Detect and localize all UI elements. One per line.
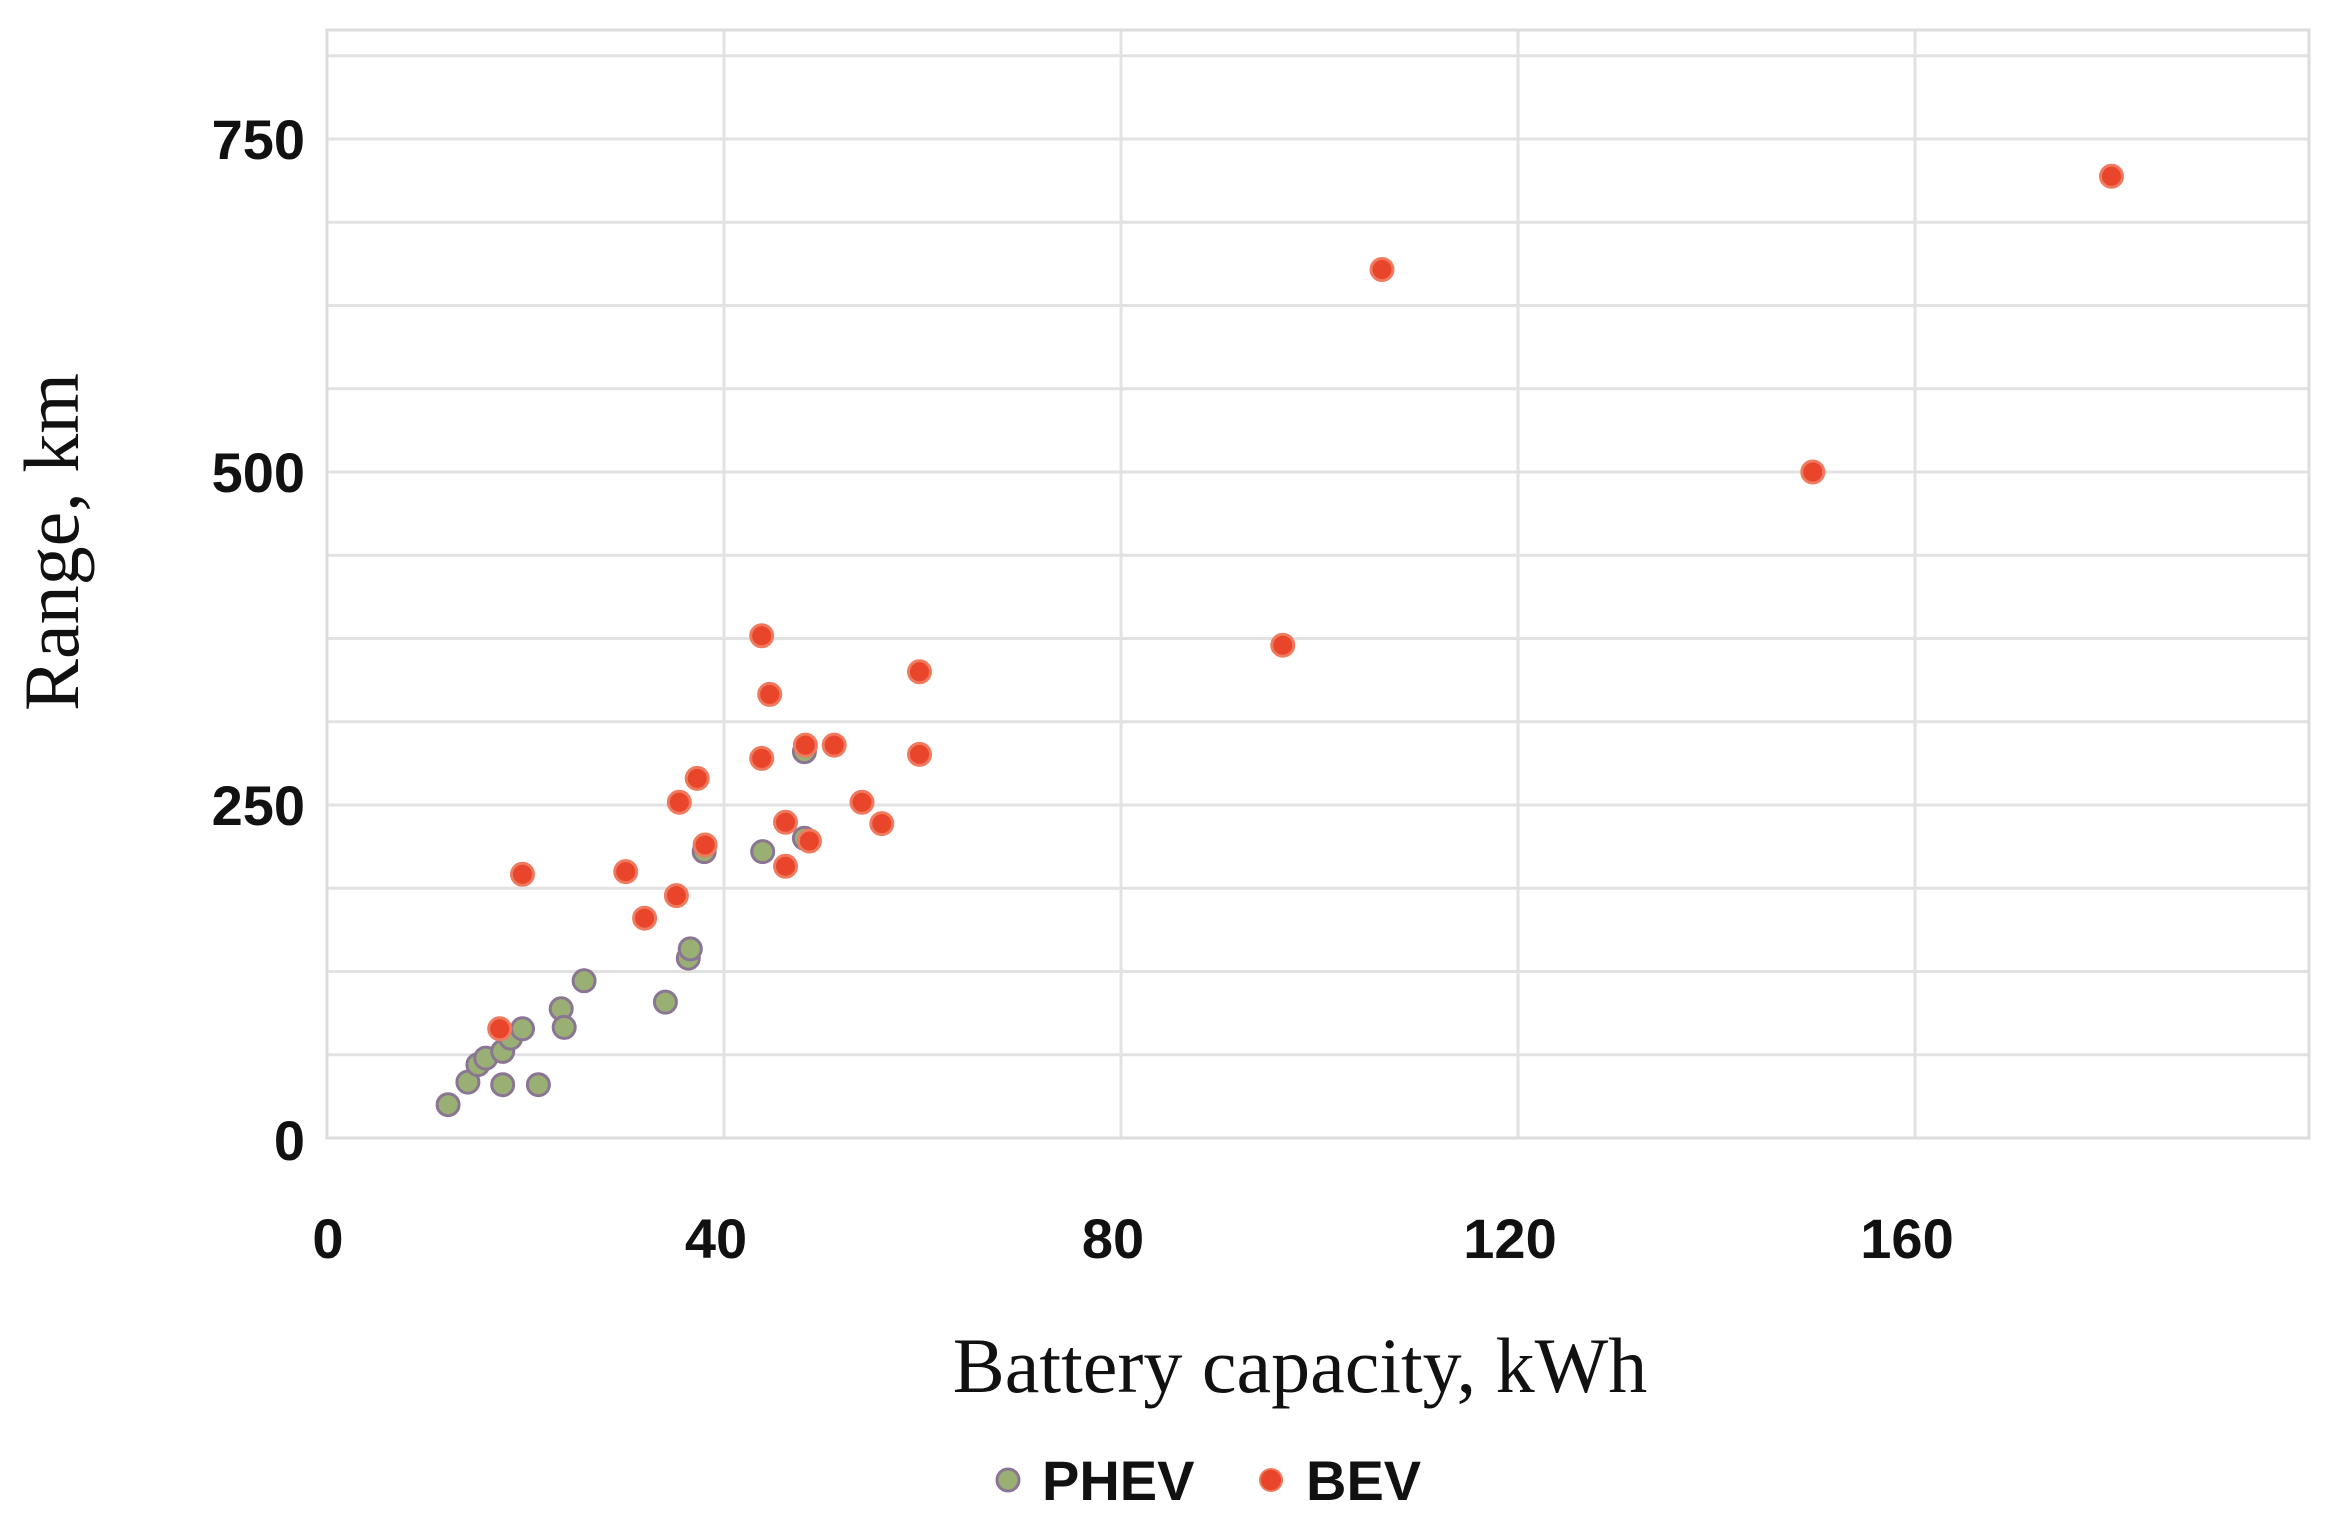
x-tick-label: 0 [312,1207,343,1270]
data-point-phev [652,989,678,1015]
data-point-bev [1800,459,1826,485]
x-tick-label: 160 [1860,1207,1953,1270]
x-tick-label: 80 [1082,1207,1144,1270]
y-axis-title: Range, km [8,373,95,711]
data-point-bev [749,745,775,771]
data-point-bev [1270,632,1296,658]
y-tick-label: 500 [212,441,305,504]
legend-marker-bev [1259,1468,1283,1492]
data-point-phev [525,1072,551,1098]
data-point-bev [692,832,718,858]
data-point-bev [684,765,710,791]
y-tick-label: 750 [212,108,305,171]
data-point-bev [757,681,783,707]
data-point-bev [632,905,658,931]
grid [327,30,2309,1140]
data-point-bev [907,741,932,767]
legend: PHEV BEV [995,1449,1421,1512]
data-point-phev [551,1014,577,1040]
data-point-bev [1369,257,1395,282]
data-point-bev [666,789,692,815]
data-point-bev [613,859,639,885]
plot-frame [325,28,2311,1140]
data-point-bev [749,623,775,649]
data-point-bev [773,853,798,879]
x-tick-label: 40 [685,1207,747,1270]
data-point-bev [869,811,895,837]
data-point-bev [510,861,535,887]
data-point-bev [849,789,875,815]
data-point-phev [510,1016,535,1042]
data-point-phev [490,1072,516,1098]
legend-label-phev: PHEV [1042,1449,1195,1512]
data-point-bev [773,809,798,835]
data-point-bev [792,732,818,758]
x-tick-label: 120 [1463,1207,1556,1270]
data-point-phev [571,968,597,994]
data-points [435,163,2124,1118]
data-point-bev [821,732,847,758]
data-point-bev [663,883,689,909]
y-tick-label: 250 [212,774,305,837]
data-point-bev [907,659,932,685]
data-point-phev [677,936,703,962]
legend-marker-phev [995,1467,1021,1493]
data-point-bev [2099,163,2124,189]
y-tick-label: 0 [274,1109,305,1172]
data-point-phev [435,1092,461,1118]
x-axis-title: Battery capacity, kWh [953,1322,1647,1409]
data-point-bev [796,828,822,854]
data-point-phev [750,839,776,865]
tick-labels: 0 40 80 120 160 0 250 500 750 [212,108,1954,1270]
legend-label-bev: BEV [1306,1449,1421,1512]
data-point-bev [487,1016,513,1042]
